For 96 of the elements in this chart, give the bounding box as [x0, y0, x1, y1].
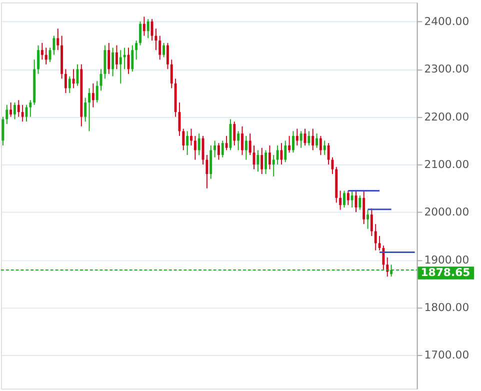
candlestick — [142, 16, 146, 36]
candlestick — [72, 68, 75, 89]
y-tick-label: 2200.00 — [424, 110, 470, 124]
candlestick — [190, 128, 192, 146]
candlestick — [331, 156, 334, 175]
candlestick — [146, 18, 150, 39]
y-tick-label: 2300.00 — [424, 62, 470, 76]
ref-line-label: 1878.65 — [420, 266, 470, 279]
candlestick — [323, 140, 326, 156]
candlestick — [131, 44, 134, 72]
candlestick — [316, 133, 318, 148]
candlestick — [96, 80, 98, 104]
candlestick — [88, 88, 90, 132]
candlestick — [280, 142, 283, 166]
candlestick — [296, 128, 298, 146]
candlestick — [300, 130, 302, 148]
candlestick — [37, 44, 40, 74]
candlestick — [272, 154, 275, 177]
candlestick — [119, 50, 122, 84]
candlestick — [13, 102, 16, 120]
candlestick — [100, 68, 102, 92]
candlestick — [225, 135, 228, 151]
candlestick — [64, 68, 67, 94]
candlestick — [256, 150, 260, 172]
candlestick — [158, 35, 162, 60]
candlestick — [154, 28, 158, 51]
candlestick — [237, 130, 240, 151]
candlestick — [127, 47, 130, 74]
candlestick — [56, 28, 60, 51]
candlestick — [139, 20, 142, 46]
candlestick — [366, 209, 369, 230]
candlestick — [76, 64, 79, 86]
candlestick — [68, 76, 71, 94]
candlestick — [210, 144, 212, 180]
candlestick — [276, 144, 279, 166]
candlestick — [382, 245, 385, 270]
candlestick — [166, 42, 169, 70]
candlestick — [6, 104, 8, 124]
candlestick — [221, 140, 224, 158]
y-tick-label: 1900.00 — [424, 253, 470, 266]
y-tick-label: 1700.00 — [424, 348, 470, 362]
candlestick — [104, 44, 106, 80]
candlestick — [194, 135, 196, 160]
candlestick — [346, 190, 350, 206]
candlestick — [21, 104, 24, 122]
y-tick-label: 2000.00 — [424, 206, 470, 219]
candlestick — [233, 121, 236, 146]
candlestick — [10, 102, 12, 118]
candlestick — [342, 190, 346, 208]
candlestick — [350, 190, 354, 208]
candlestick — [44, 47, 48, 65]
candlestick — [358, 195, 362, 210]
candlestick — [135, 40, 138, 60]
candlestick — [339, 190, 342, 210]
candlestick — [288, 135, 291, 154]
candlestick — [92, 82, 94, 108]
candlestick — [84, 97, 87, 122]
y-tick-label: 1800.00 — [424, 301, 470, 314]
candlestick — [29, 100, 32, 118]
candlestick — [378, 236, 381, 251]
candlestick — [244, 135, 248, 160]
candlestick — [260, 147, 264, 175]
candlestick — [182, 128, 185, 151]
candlestick — [48, 47, 52, 62]
candlestick — [264, 150, 268, 175]
candlestick — [170, 59, 173, 89]
candlestick — [312, 128, 314, 151]
y-tick-label: 2100.00 — [424, 158, 470, 171]
candlestick — [178, 102, 181, 136]
candlestick — [206, 154, 208, 189]
y-tick-label: 2400.00 — [424, 14, 470, 28]
candlestick — [214, 140, 216, 158]
candlestick — [17, 100, 20, 118]
candlestick — [198, 133, 200, 156]
candlestick — [386, 256, 389, 278]
candlestick — [248, 133, 252, 156]
candlestick — [186, 130, 189, 156]
candlestick — [362, 190, 366, 225]
candlestick — [162, 42, 166, 58]
candlestick — [217, 142, 220, 160]
candlestick — [268, 144, 271, 170]
candlestick — [40, 42, 44, 60]
candlestick — [308, 130, 310, 146]
candlestick — [319, 135, 322, 156]
candlestick — [229, 118, 232, 151]
candlestick — [112, 47, 114, 77]
candlestick — [327, 142, 330, 166]
candlestick — [115, 44, 118, 70]
candlestick — [108, 42, 110, 74]
candlestick — [374, 224, 377, 251]
candlestick — [52, 35, 56, 56]
candlestick — [370, 208, 373, 237]
candlestick — [241, 126, 244, 156]
candlestick — [284, 140, 287, 163]
candlestick — [292, 130, 294, 154]
candlestick — [2, 116, 4, 146]
